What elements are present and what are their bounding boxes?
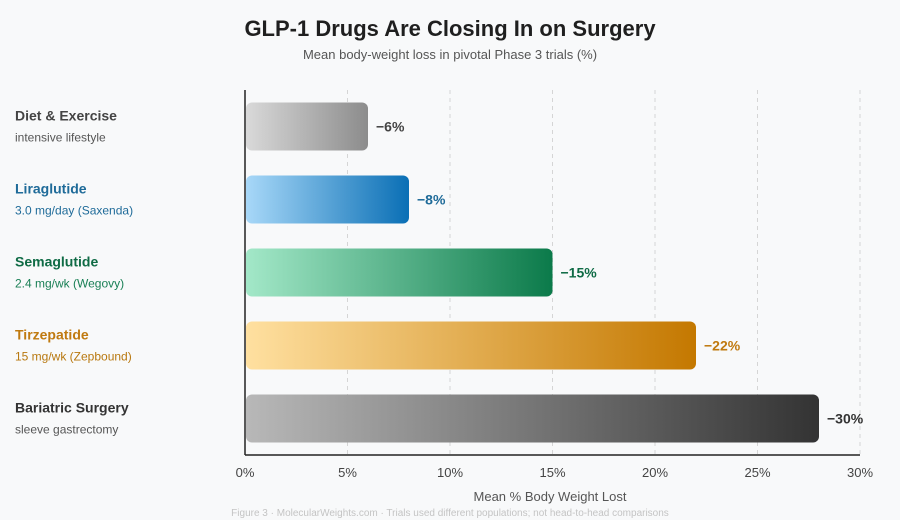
x-tick-label: 10%: [437, 465, 463, 480]
value-label: −22%: [704, 338, 741, 354]
category-sublabel: intensive lifestyle: [15, 131, 106, 145]
x-tick-label: 20%: [642, 465, 668, 480]
bar: [246, 102, 368, 151]
figure-footer: Figure 3 · MolecularWeights.com · Trials…: [231, 508, 669, 519]
category-sublabel: 3.0 mg/day (Saxenda): [15, 204, 133, 218]
bar: [246, 175, 409, 224]
value-label: −8%: [417, 192, 446, 208]
category-sublabel: 2.4 mg/wk (Wegovy): [15, 277, 124, 291]
x-tick-label: 25%: [744, 465, 770, 480]
value-label: −6%: [376, 119, 405, 135]
category-label: Liraglutide: [15, 181, 87, 197]
category-label: Diet & Exercise: [15, 108, 117, 124]
value-label: −15%: [561, 265, 598, 281]
value-label: −30%: [827, 411, 864, 427]
x-axis-label: Mean % Body Weight Lost: [474, 489, 627, 504]
category-sublabel: 15 mg/wk (Zepbound): [15, 350, 132, 364]
x-tick-label: 0%: [236, 465, 255, 480]
category-label: Bariatric Surgery: [15, 400, 129, 416]
category-sublabel: sleeve gastrectomy: [15, 423, 118, 437]
category-label: Tirzepatide: [15, 327, 89, 343]
chart-subtitle: Mean body-weight loss in pivotal Phase 3…: [302, 47, 598, 62]
bar: [246, 394, 819, 443]
bar: [246, 321, 696, 370]
x-tick-label: 30%: [847, 465, 873, 480]
bar: [246, 248, 553, 297]
category-label: Semaglutide: [15, 254, 98, 270]
x-tick-label: 5%: [338, 465, 357, 480]
chart-title: GLP-1 Drugs Are Closing In on Surgery: [244, 16, 656, 41]
x-tick-label: 15%: [539, 465, 565, 480]
